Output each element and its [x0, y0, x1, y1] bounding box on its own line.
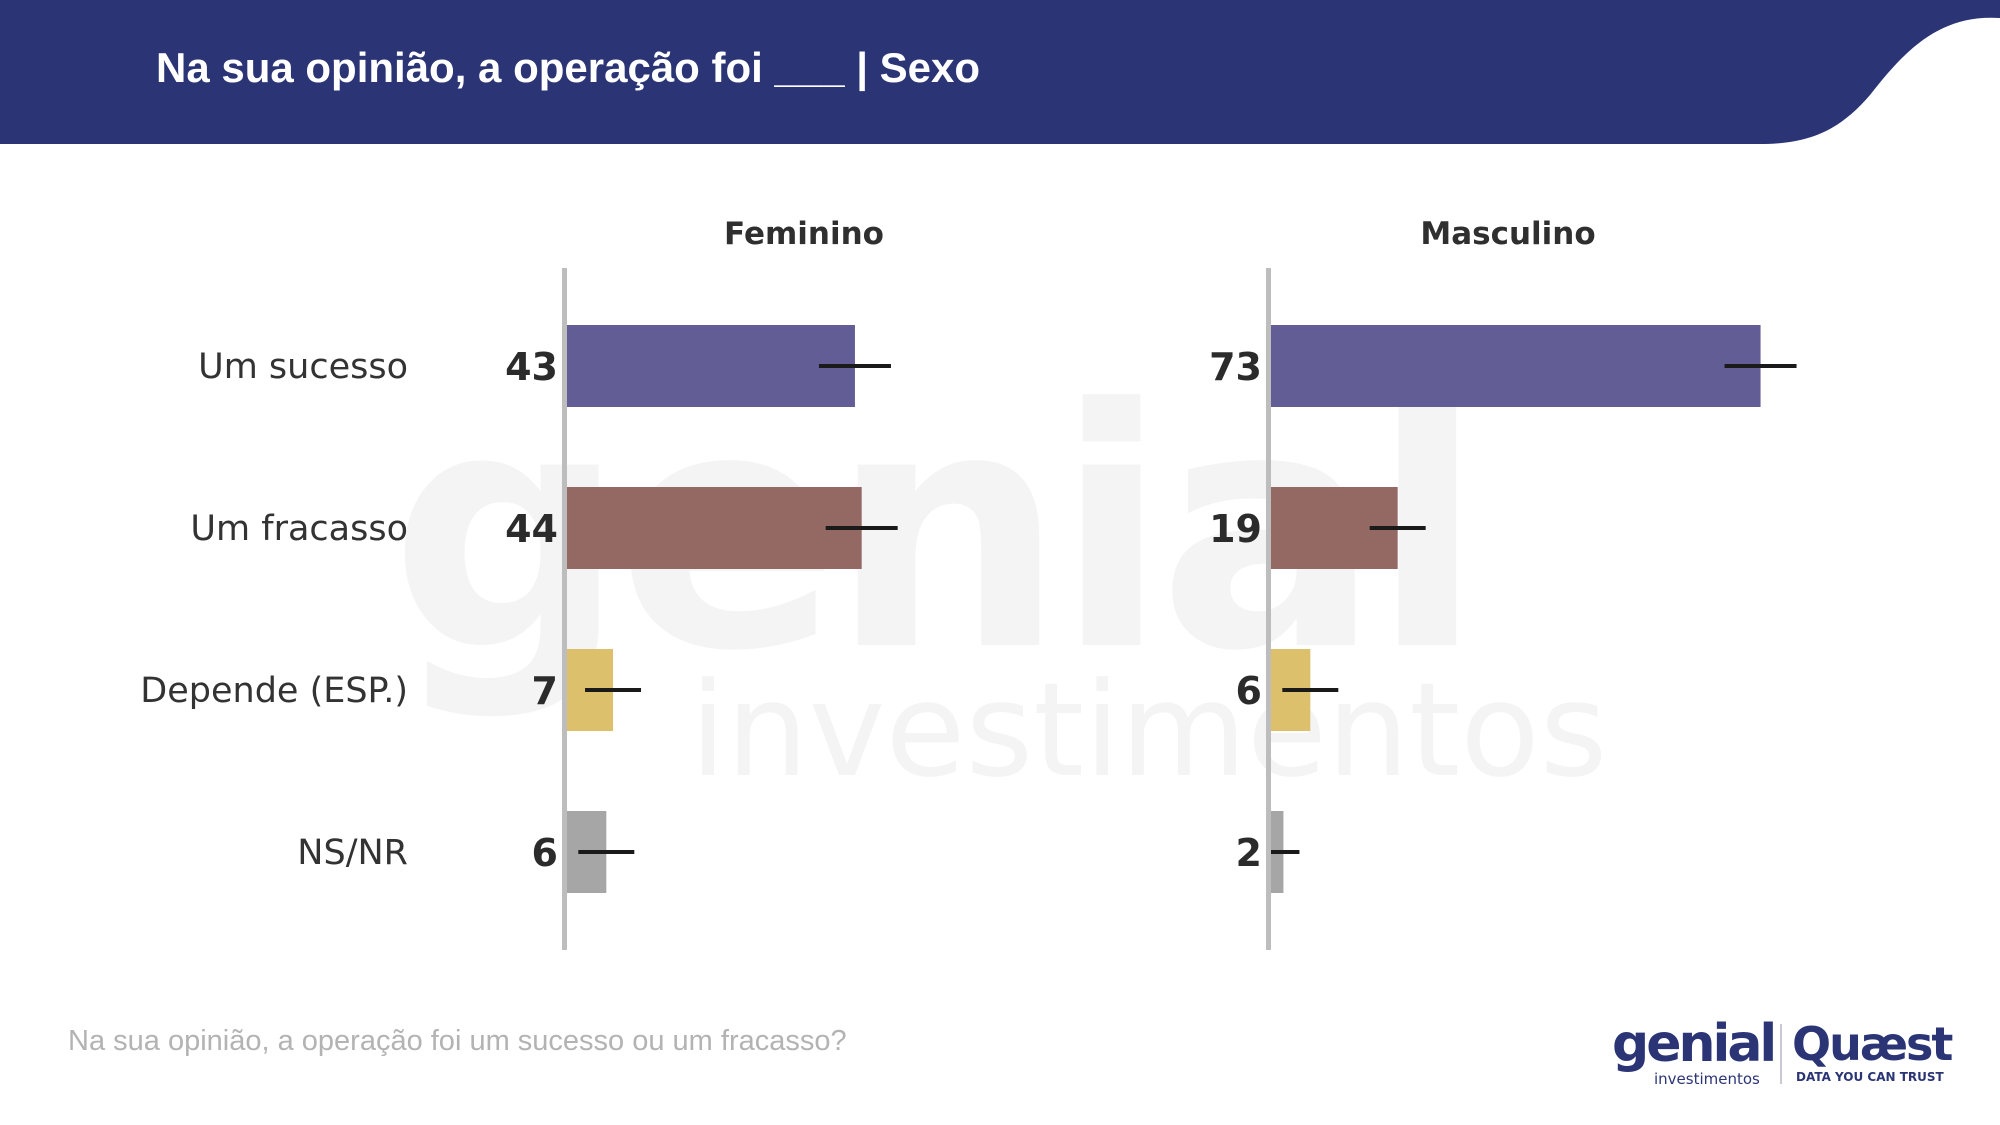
genial-logo: genial — [1612, 1014, 1777, 1074]
category-label: Um sucesso — [198, 347, 408, 387]
quaest-logo-subtitle: DATA YOU CAN TRUST — [1796, 1070, 1944, 1084]
panel-title: Masculino — [1420, 216, 1595, 252]
category-label: Um fracasso — [190, 509, 408, 549]
data-label: 19 — [1209, 507, 1262, 551]
header-banner: Na sua opinião, a operação foi ___ | Sex… — [0, 0, 2000, 144]
category-label: NS/NR — [297, 833, 408, 873]
logo-separator — [1780, 1024, 1782, 1084]
footnote: Na sua opinião, a operação foi um sucess… — [68, 1025, 847, 1057]
page-title: Na sua opinião, a operação foi ___ | Sex… — [156, 44, 981, 91]
bar — [566, 325, 855, 407]
data-label: 73 — [1209, 345, 1262, 389]
category-label: Depende (ESP.) — [140, 671, 408, 711]
data-label: 6 — [532, 831, 558, 875]
data-label: 7 — [532, 669, 558, 713]
watermark-sub: investimentos — [690, 654, 1608, 806]
bar — [1270, 325, 1761, 407]
data-label: 44 — [505, 507, 558, 551]
header-background — [0, 0, 2000, 144]
panel-title: Feminino — [724, 216, 884, 252]
data-label: 43 — [505, 345, 558, 389]
genial-logo-subtitle: investimentos — [1654, 1070, 1760, 1088]
bar — [566, 487, 862, 569]
data-label: 2 — [1236, 831, 1262, 875]
data-label: 6 — [1236, 669, 1262, 713]
brand-logos: genial investimentos Quæst DATA YOU CAN … — [1612, 1014, 1953, 1088]
quaest-logo: Quæst — [1792, 1017, 1953, 1071]
